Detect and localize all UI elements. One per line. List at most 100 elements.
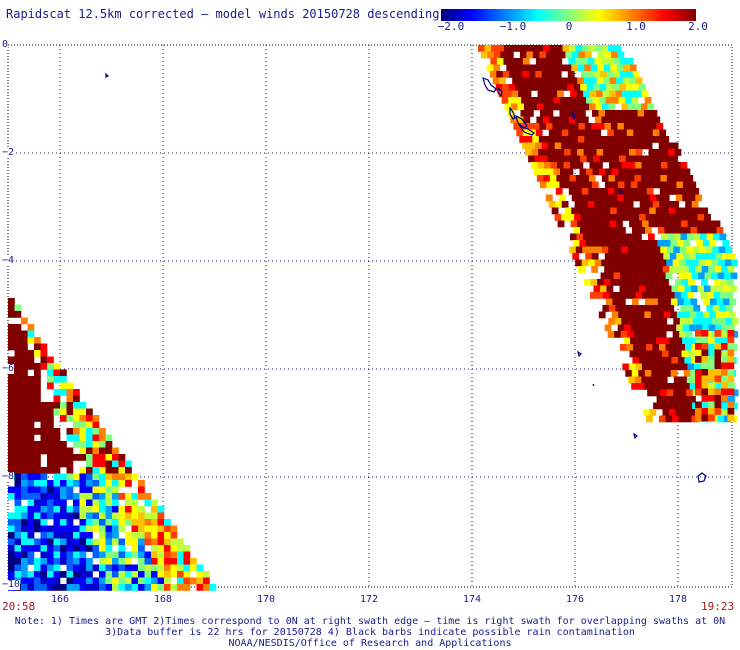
swath-cell (575, 45, 583, 52)
swath-cell (628, 363, 636, 371)
swath-cell (688, 207, 695, 215)
swath-cell (539, 181, 547, 189)
swath-cell (656, 396, 664, 403)
swath-cell (573, 84, 581, 91)
swath-cell (622, 363, 630, 371)
swath-cell (664, 155, 672, 163)
swath-cell (669, 409, 676, 416)
swath-cell (612, 168, 619, 176)
swath-cell (670, 168, 678, 176)
swath-cell (614, 175, 622, 182)
swath-cell (151, 564, 158, 572)
swath-cell (196, 571, 204, 578)
swath-cells (8, 45, 739, 591)
swath-cell (671, 285, 679, 293)
swath-cell (636, 123, 644, 130)
swath-cell (34, 441, 41, 448)
swath-cell (138, 584, 145, 591)
swath-cell (566, 168, 574, 176)
swath-cell (506, 51, 514, 59)
swath-cell (60, 382, 67, 390)
swath-cell (27, 376, 35, 383)
swath-cell (566, 97, 574, 104)
swath-cell (654, 162, 662, 169)
swath-cell (539, 51, 547, 59)
swath-cell (14, 304, 22, 312)
swath-cell (131, 551, 139, 559)
swath-cell (607, 188, 615, 195)
swath-cell (665, 285, 672, 293)
swath-cell (691, 285, 698, 293)
swath-cell (716, 298, 724, 306)
swath-cell (14, 460, 22, 468)
swath-cell (701, 395, 709, 402)
swath-cell (570, 162, 577, 169)
swath-cell (683, 383, 690, 390)
swath-cell (582, 175, 590, 182)
island-outline (482, 76, 497, 93)
swath-cell (571, 51, 579, 59)
swath-cell (663, 383, 671, 390)
swath-cell (47, 460, 54, 468)
swath-cell (667, 363, 675, 371)
swath-cell (105, 499, 113, 507)
swath-cell (650, 253, 658, 260)
swath-cell (99, 551, 106, 559)
swath-cell (105, 473, 113, 481)
swath-cell (144, 512, 152, 520)
swath-cell (34, 460, 41, 468)
swath-cell (112, 499, 119, 507)
swath-cell (673, 389, 680, 397)
swath-cell (518, 90, 525, 98)
swath-cell (580, 227, 587, 234)
swath-cell (646, 116, 654, 124)
swath-cell (514, 97, 522, 104)
swath-cell (645, 227, 652, 234)
swath-cell (611, 253, 619, 260)
swath-cell (53, 473, 61, 481)
swath-cell (79, 564, 87, 572)
swath-cell (685, 201, 692, 208)
swath-cell (582, 45, 589, 52)
swath-cell (653, 116, 661, 124)
swath-cell (671, 142, 679, 150)
swath-cell (125, 584, 132, 591)
swath-cell (538, 136, 546, 143)
swath-cell (638, 370, 646, 377)
swath-cell (545, 64, 553, 72)
swath-cell (144, 525, 152, 533)
swath-cell (707, 292, 714, 299)
swath-cell (47, 428, 54, 435)
swath-cell (34, 493, 41, 500)
swath-cell (544, 149, 552, 156)
swath-cell (693, 363, 701, 371)
swath-cell (573, 97, 580, 104)
swath-cell (718, 402, 725, 410)
swath-cell (632, 285, 640, 293)
swath-cell (603, 64, 611, 72)
swath-cell (728, 311, 736, 319)
swath-cell (27, 324, 35, 331)
swath-cell (608, 175, 616, 182)
swath-cell (34, 363, 41, 370)
swath-cell (600, 201, 608, 208)
swath-cell (21, 577, 28, 585)
swath-cell (685, 259, 693, 267)
swath-cell (656, 337, 663, 345)
swath-cell (73, 402, 80, 409)
swath-cell (644, 110, 651, 117)
swath-cell (8, 538, 15, 546)
swath-cell (604, 123, 612, 130)
swath-cell (646, 344, 653, 351)
swath-cell (47, 538, 54, 546)
swath-cell (73, 506, 80, 513)
swath-cell (621, 318, 629, 325)
swath-cell (164, 519, 171, 526)
swath-cell (8, 545, 15, 552)
swath-cell (695, 414, 702, 422)
swath-cell (599, 168, 606, 176)
swath-cell (521, 84, 529, 91)
swath-cell (53, 493, 61, 500)
swath-cell (112, 532, 119, 539)
swath-cell (649, 279, 656, 286)
